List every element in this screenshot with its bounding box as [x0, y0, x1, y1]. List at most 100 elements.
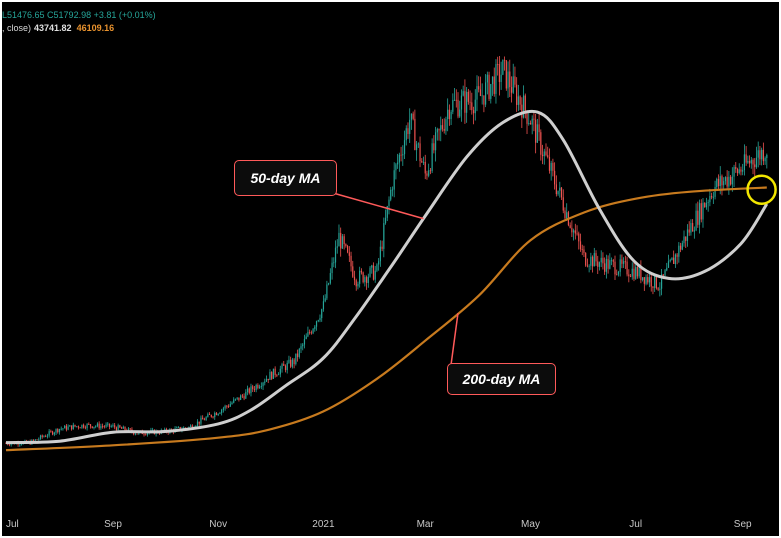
candle-body	[91, 426, 93, 429]
candle-body	[545, 151, 547, 156]
candle-body	[621, 259, 623, 264]
candle-body	[650, 277, 652, 287]
candle-body	[419, 143, 421, 162]
candle-body	[500, 74, 502, 82]
candle-body	[517, 96, 519, 105]
candle-body	[609, 260, 611, 269]
candle-body	[152, 429, 154, 431]
candle-body	[660, 274, 663, 289]
candle-body	[643, 277, 645, 284]
candle-body	[519, 96, 521, 105]
candle-body	[38, 438, 40, 440]
candle-body	[426, 173, 428, 176]
candle-body	[766, 154, 768, 159]
candle-body	[698, 203, 701, 225]
candle-body	[692, 223, 694, 232]
candle-body	[414, 118, 416, 151]
candle-body	[459, 109, 461, 117]
candle-body	[498, 64, 501, 82]
candle-body	[302, 344, 304, 347]
candle-body	[731, 176, 733, 185]
candle-body	[219, 412, 221, 414]
candle-body	[215, 413, 218, 416]
candle-body	[345, 244, 347, 246]
candle-body	[341, 236, 344, 249]
candle-body	[119, 425, 121, 428]
candle-body	[617, 271, 620, 275]
candle-body	[355, 280, 357, 287]
candle-body	[20, 444, 23, 446]
candle-body	[265, 378, 268, 382]
candle-body	[502, 59, 504, 75]
candle-body	[548, 156, 551, 171]
candle-body	[493, 76, 495, 94]
candle-body	[243, 396, 245, 399]
ma50-line	[5, 109, 769, 445]
candle-body	[597, 261, 599, 267]
candle-body	[127, 428, 130, 432]
candle-body	[177, 426, 180, 428]
ma200-line	[5, 186, 767, 452]
candle-body	[196, 421, 199, 426]
candle-body	[505, 60, 507, 89]
candle-body	[198, 421, 200, 424]
candle-body	[422, 161, 425, 163]
candle-body	[516, 84, 518, 105]
candle-body	[129, 428, 131, 430]
candle-body	[367, 276, 369, 283]
candle-body	[288, 359, 290, 363]
candle-body	[452, 99, 454, 112]
candle-body	[257, 384, 259, 388]
candle-body	[559, 187, 561, 191]
candle-body	[474, 99, 476, 114]
candle-body	[652, 286, 654, 288]
candle-body	[488, 74, 490, 99]
candle-body	[607, 258, 609, 269]
candle-body	[647, 277, 649, 283]
candle-body	[246, 388, 249, 392]
candle-body	[136, 433, 138, 435]
candle-body	[455, 99, 457, 101]
candle-body	[314, 326, 316, 329]
candle-body	[357, 283, 359, 287]
candle-body	[65, 425, 67, 430]
candle-body	[293, 359, 295, 365]
candle-body	[207, 414, 209, 418]
candle-body	[512, 76, 514, 93]
candle-body	[200, 417, 202, 424]
candle-body	[158, 433, 161, 434]
candle-body	[326, 284, 328, 299]
candle-body	[531, 118, 533, 125]
candle-body	[74, 424, 76, 427]
candle-body	[522, 95, 525, 118]
candle-body	[631, 268, 633, 277]
candle-body	[752, 159, 754, 165]
candle-body	[359, 270, 361, 284]
ma200-callout-pointer	[450, 312, 459, 366]
ma-legend: , close) 43741.82 46109.16	[2, 23, 114, 33]
candle-body	[533, 118, 535, 120]
candle-body	[633, 268, 635, 279]
candle-body	[478, 86, 480, 90]
candle-body	[578, 233, 580, 242]
candle-body	[535, 119, 537, 143]
candle-body	[481, 95, 483, 97]
candle-body	[536, 124, 538, 143]
candle-body	[64, 425, 66, 429]
candle-body	[729, 176, 732, 185]
candle-body	[5, 443, 7, 445]
candle-body	[645, 277, 647, 284]
candle-body	[410, 113, 413, 120]
candle-body	[51, 431, 54, 435]
candle-body	[277, 374, 280, 376]
candle-body	[742, 170, 744, 172]
candle-body	[286, 362, 288, 371]
candle-body	[95, 426, 97, 427]
candle-body	[669, 260, 671, 262]
candle-body	[383, 223, 385, 249]
candle-body	[464, 91, 466, 113]
candle-body	[431, 143, 433, 172]
candle-body	[466, 91, 468, 113]
x-tick-label: Nov	[209, 519, 227, 530]
candle-body	[69, 425, 71, 427]
